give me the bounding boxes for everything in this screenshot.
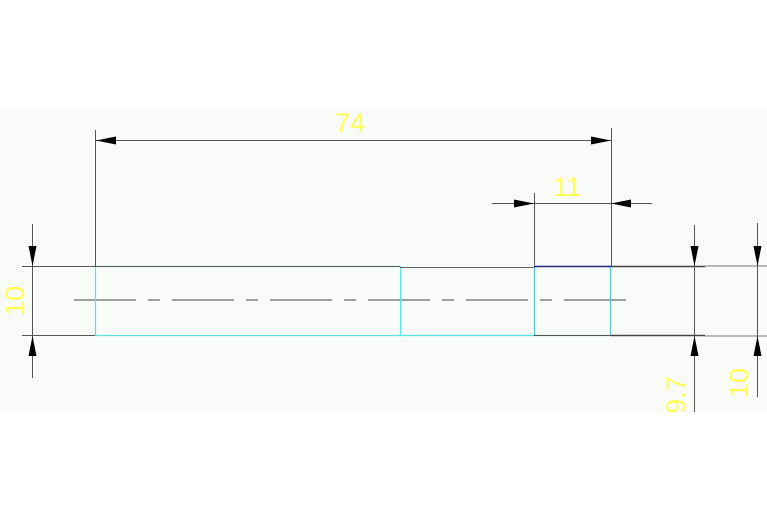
dimension-label-74: 74 [335,108,365,138]
drawing-area [0,107,767,412]
dimension-left-10 [22,224,95,378]
dimension-label-11: 11 [553,172,581,202]
shaft-part [94,265,767,337]
dimension-label-right-10: 10 [724,368,754,398]
dimension-label-left-10: 10 [0,286,30,316]
dimension-74 [95,128,612,266]
dimension-label-9-7: 9.7 [661,376,691,414]
dimension-11 [492,193,652,266]
